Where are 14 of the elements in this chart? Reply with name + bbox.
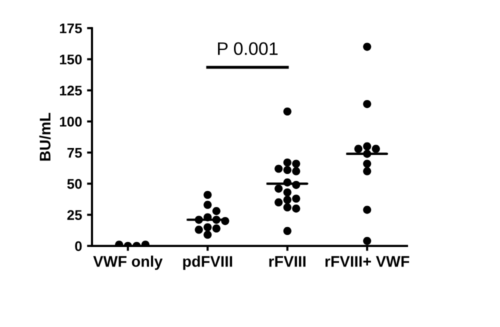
- x-tick-label: VWF only: [93, 256, 163, 270]
- y-tick-label: 175: [60, 24, 82, 34]
- x-tick-label: rFVIII+ VWF: [325, 256, 410, 267]
- y-tick-label: 100: [60, 116, 82, 127]
- y-tick-label: 75: [67, 148, 82, 158]
- x-tick-label: pdFVIII: [183, 256, 232, 270]
- y-tick-label: 150: [60, 54, 82, 64]
- y-tick-label: 0: [75, 241, 82, 252]
- y-axis-title: BU/mL: [39, 112, 51, 161]
- annotation: P 0.001: [218, 42, 278, 56]
- x-tick-label: rFVIII: [269, 256, 306, 267]
- y-tick-label: 25: [67, 210, 82, 220]
- y-tick-label: 125: [60, 86, 82, 96]
- y-tick-label: 50: [67, 179, 82, 189]
